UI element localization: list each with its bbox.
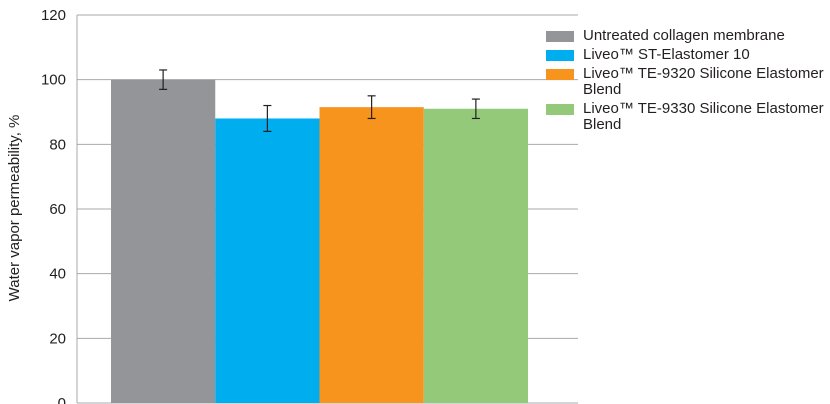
legend-label-st-elastomer: Liveo™ ST-Elastomer 10: [583, 46, 750, 63]
error-bar-2: [263, 104, 272, 132]
y-tick-label-60: 60: [49, 201, 66, 218]
bar-4: [423, 108, 528, 404]
bar-3: [319, 107, 424, 404]
error-bars: [159, 69, 480, 132]
legend-item-untreated: Untreated collagen membrane: [546, 28, 830, 44]
legend-swatch-te-9320: [546, 69, 574, 80]
legend-swatch-untreated: [546, 31, 574, 42]
legend-label-te-9320: Liveo™ TE-9320 Silicone Elastomer Blend: [583, 65, 824, 98]
legend-item-te-9330: Liveo™ TE-9330 Silicone Elastomer Blend: [546, 101, 830, 133]
bars: [111, 79, 528, 404]
error-bar-4: [471, 98, 480, 120]
legend-swatch-st-elastomer: [546, 50, 574, 61]
legend-label-te-9330: Liveo™ TE-9330 Silicone Elastomer Blend: [583, 100, 824, 133]
error-bar-3: [367, 95, 376, 120]
bar-1: [111, 79, 216, 404]
bar-2: [215, 118, 320, 403]
y-tick-label-120: 120: [41, 7, 66, 24]
legend-swatch-te-9330: [546, 104, 574, 115]
error-bar-1: [159, 69, 168, 90]
legend: Untreated collagen membrane Liveo™ ST-El…: [546, 28, 830, 136]
y-tick-label-20: 20: [49, 330, 66, 347]
legend-item-te-9320: Liveo™ TE-9320 Silicone Elastomer Blend: [546, 66, 830, 98]
y-tick-label-40: 40: [49, 266, 66, 283]
y-tick-label-80: 80: [49, 136, 66, 153]
y-tick-label-100: 100: [41, 72, 66, 89]
y-tick-labels: 0 20 40 60 80 100 120: [41, 7, 66, 404]
legend-label-untreated: Untreated collagen membrane: [583, 27, 785, 44]
legend-item-st-elastomer: Liveo™ ST-Elastomer 10: [546, 47, 830, 63]
y-tick-label-0: 0: [58, 395, 66, 404]
y-axis-label: Water vapor permeability, %: [6, 115, 23, 302]
